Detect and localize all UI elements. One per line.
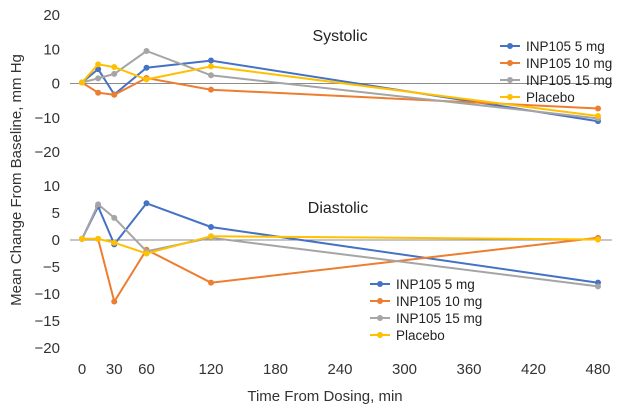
legend-item: Placebo <box>370 328 445 343</box>
data-point <box>208 224 214 231</box>
data-point <box>595 236 601 243</box>
data-point <box>95 89 102 96</box>
x-tick-label: 300 <box>392 361 417 378</box>
y-tick-label: −10 <box>35 286 60 303</box>
legend-item: INP105 15 mg <box>370 311 482 326</box>
data-point <box>79 235 85 242</box>
data-point <box>95 61 102 68</box>
legend-swatch-marker <box>377 281 383 287</box>
x-tick-label: 420 <box>521 361 546 378</box>
legend-swatch-marker <box>377 298 383 304</box>
series-placebo <box>79 61 601 120</box>
panel-title: Systolic <box>312 28 367 45</box>
legend-label: INP105 15 mg <box>526 73 612 88</box>
x-axis-title: Time From Dosing, min <box>247 388 402 405</box>
x-tick-label: 360 <box>456 361 481 378</box>
data-point <box>208 72 214 79</box>
series-line <box>81 76 599 110</box>
data-point <box>208 57 214 64</box>
series-inp105-15-mg <box>79 47 601 122</box>
data-point <box>595 105 601 112</box>
data-point <box>111 214 118 221</box>
legend-swatch-marker <box>507 77 513 83</box>
y-tick-label: 5 <box>52 205 60 222</box>
legend-swatch-marker <box>507 94 513 100</box>
data-point <box>79 79 85 86</box>
data-point <box>95 235 102 242</box>
y-tick-label: 10 <box>43 41 60 58</box>
y-tick-label: −10 <box>35 110 60 127</box>
data-point <box>95 75 102 82</box>
x-tick-label: 120 <box>198 361 223 378</box>
data-point <box>143 76 150 83</box>
x-tick-label: 480 <box>585 361 610 378</box>
legend-item: INP105 5 mg <box>370 277 475 292</box>
legend-item: INP105 15 mg <box>500 73 612 88</box>
x-tick-label: 180 <box>263 361 288 378</box>
legend-swatch-marker <box>507 43 513 49</box>
data-point <box>595 283 601 290</box>
legend-label: INP105 5 mg <box>396 277 475 292</box>
data-point <box>111 70 118 77</box>
legend-item: INP105 10 mg <box>370 294 482 309</box>
panel-systolic: 20 10 0 −10 −20 Systolic INP105 5 mg INP105 10 … <box>35 7 613 161</box>
legend-swatch-marker <box>377 332 383 338</box>
data-point <box>111 239 118 246</box>
data-point <box>111 298 118 305</box>
data-point <box>95 201 102 208</box>
data-point <box>595 113 601 120</box>
legend-label: INP105 10 mg <box>526 56 612 71</box>
y-tick-label: −20 <box>35 340 60 357</box>
panel-title: Diastolic <box>308 200 368 217</box>
series-line <box>81 63 599 117</box>
data-point <box>208 279 214 286</box>
x-tick-label: 30 <box>106 361 123 378</box>
legend: INP105 5 mg INP105 10 mg INP105 15 mg Place… <box>500 39 612 105</box>
panel-diastolic: 10 5 0 −5 −10 −15 −20 0 30 60 120 180 240 300 360 420 48… <box>35 178 612 378</box>
y-tick-label: −15 <box>35 313 60 330</box>
legend-item: Placebo <box>500 90 575 105</box>
y-tick-label: 10 <box>43 178 60 195</box>
x-tick-label: 240 <box>327 361 352 378</box>
data-point <box>208 63 214 70</box>
y-tick-label: −5 <box>43 259 60 276</box>
legend-swatch-marker <box>377 315 383 321</box>
data-point <box>208 233 214 240</box>
series-line <box>81 59 599 123</box>
legend-label: INP105 15 mg <box>396 311 482 326</box>
legend-item: INP105 10 mg <box>500 56 612 71</box>
data-point <box>143 250 150 257</box>
x-tick-label: 60 <box>138 361 155 378</box>
series-line <box>82 236 599 305</box>
data-point <box>143 47 150 54</box>
data-point <box>111 91 118 98</box>
legend: INP105 5 mg INP105 10 mg INP105 15 mg Place… <box>370 277 482 343</box>
series-placebo <box>79 233 601 257</box>
series-line <box>81 202 599 288</box>
legend-label: Placebo <box>396 328 445 343</box>
y-axis-title: Mean Change From Baseline, mm Hg <box>8 54 25 306</box>
legend-label: Placebo <box>526 90 575 105</box>
y-tick-label: −20 <box>35 144 60 161</box>
series-inp105-5-mg <box>79 57 601 125</box>
y-tick-label: 20 <box>43 7 60 24</box>
data-point <box>111 64 118 71</box>
legend-label: INP105 5 mg <box>526 39 605 54</box>
legend-swatch-marker <box>507 60 513 66</box>
legend-label: INP105 10 mg <box>396 294 482 309</box>
data-point <box>143 200 150 207</box>
data-point <box>208 86 214 93</box>
data-point <box>95 66 102 73</box>
y-tick-label: 0 <box>52 232 60 249</box>
y-tick-label: 0 <box>52 76 60 93</box>
data-point <box>143 64 150 71</box>
legend-item: INP105 5 mg <box>500 39 605 54</box>
x-tick-label: 0 <box>78 361 86 378</box>
